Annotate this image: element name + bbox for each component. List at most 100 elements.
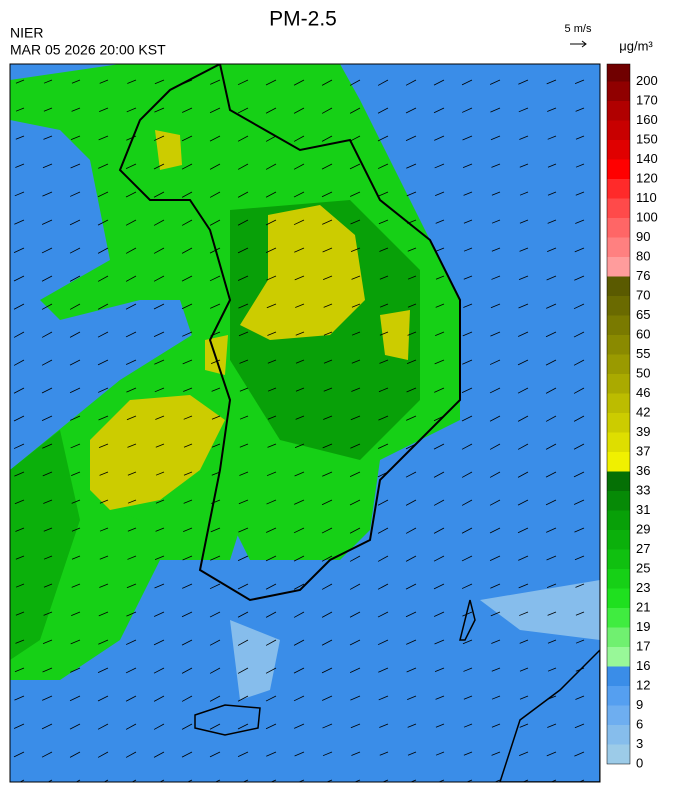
wind-arrow (349, 135, 361, 142)
wind-arrow (578, 779, 585, 782)
wind-arrow (69, 219, 81, 226)
wind-arrow (490, 107, 501, 113)
wind-arrow (153, 751, 165, 758)
wind-arrow (489, 359, 501, 365)
wind-arrow (126, 387, 137, 393)
colorbar-label: 39 (636, 424, 650, 439)
wind-arrow (266, 499, 277, 505)
wind-arrow (294, 723, 305, 729)
wind-arrow (377, 79, 389, 86)
wind-arrow (13, 247, 25, 253)
pm-area (90, 395, 225, 510)
wind-arrow (181, 135, 193, 142)
wind-arrow (461, 499, 473, 506)
colorbar-box (607, 471, 630, 491)
wind-arrow (405, 527, 417, 534)
wind-arrow (574, 79, 585, 84)
wind-arrow (377, 527, 389, 534)
wind-arrow (237, 639, 249, 646)
wind-arrow (97, 751, 109, 758)
wind-arrow (351, 387, 361, 392)
wind-arrow (519, 247, 529, 252)
wind-arrow (545, 359, 557, 366)
wind-arrow (546, 303, 557, 309)
wind-arrow (69, 723, 81, 730)
wind-arrow (210, 331, 221, 337)
wind-arrow (491, 191, 501, 196)
wind-arrow (209, 751, 221, 758)
wind-arrow (265, 583, 277, 590)
colorbar-box (607, 569, 630, 589)
wind-arrow (322, 247, 333, 253)
wind-arrow (574, 555, 585, 561)
colorbar-box (607, 647, 630, 667)
wind-arrow (211, 415, 221, 420)
wind-arrow (433, 443, 445, 450)
datetime: MAR 05 2026 20:00 KST (10, 42, 166, 58)
wind-arrow (350, 219, 361, 225)
wind-arrow (435, 331, 445, 336)
wind-arrow (99, 583, 109, 588)
wind-arrow (13, 415, 25, 422)
wind-arrow (435, 723, 445, 728)
colorbar-box (607, 510, 630, 530)
wind-arrow (237, 583, 249, 590)
wind-arrow (322, 723, 333, 729)
wind-arrow (126, 415, 137, 421)
wind-arrow (461, 387, 473, 394)
wind-arrow (322, 219, 333, 225)
wind-arrow (322, 471, 333, 477)
wind-arrow (125, 723, 137, 730)
wind-arrow (125, 219, 137, 226)
wind-arrow (181, 695, 193, 702)
wind-arrow (489, 471, 501, 478)
wind-arrow (518, 107, 529, 113)
wind-arrow (237, 275, 249, 281)
wind-arrow (461, 443, 473, 450)
wind-arrow (547, 723, 557, 728)
wind-arrow (574, 723, 585, 729)
wind-arrow (379, 331, 389, 336)
wind-arrow (463, 191, 473, 196)
colorbar-label: 170 (636, 92, 658, 107)
wind-arrow (545, 415, 557, 422)
wind-arrow (97, 247, 109, 254)
colorbar-label: 110 (636, 190, 657, 205)
wind-arrow (125, 751, 137, 758)
wind-arrow (15, 583, 25, 588)
wind-arrow (125, 695, 137, 702)
wind-arrow (265, 79, 277, 86)
wind-arrow (377, 583, 389, 590)
wind-arrow (41, 247, 53, 254)
wind-arrow (103, 779, 109, 782)
wind-arrow (293, 219, 305, 226)
wind-arrow (153, 667, 165, 674)
wind-arrow (462, 163, 473, 169)
wind-arrow (238, 527, 249, 533)
wind-arrow (42, 471, 53, 477)
wind-arrow (15, 79, 25, 84)
wind-arrow (43, 583, 53, 588)
wind-arrow (295, 331, 305, 336)
wind-arrow (293, 107, 305, 114)
wind-arrow (489, 527, 501, 534)
wind-arrow (154, 583, 165, 589)
wind-arrow (182, 583, 193, 589)
wind-arrow (181, 303, 193, 310)
pm-area (380, 310, 410, 360)
map (9, 63, 601, 783)
wind-arrow (181, 667, 193, 674)
wind-arrow (237, 219, 249, 226)
wind-arrow (321, 79, 333, 86)
wind-arrow (155, 443, 165, 448)
wind-arrow (154, 107, 165, 113)
wind-arrow (321, 107, 333, 114)
colorbar-box (607, 140, 630, 160)
wind-arrow (154, 359, 165, 365)
wind-arrow (42, 163, 53, 169)
colorbar-box (607, 335, 630, 355)
wind-arrow (490, 135, 501, 141)
wind-arrow (97, 331, 109, 338)
wind-arrow (546, 583, 557, 589)
wind-arrow (265, 247, 277, 253)
